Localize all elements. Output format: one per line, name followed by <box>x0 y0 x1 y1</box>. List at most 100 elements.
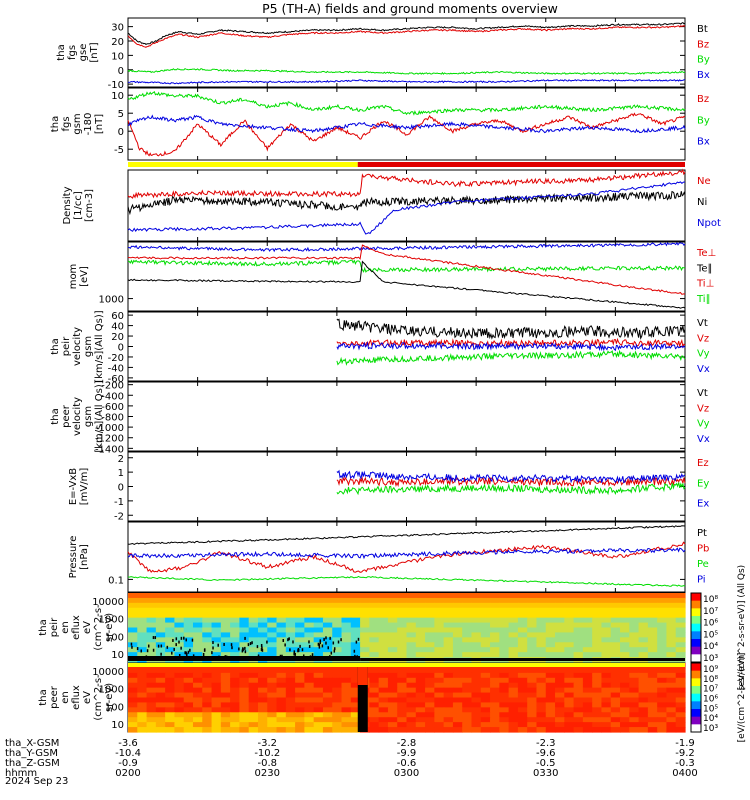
noise-speck <box>333 647 336 651</box>
heatmap-cell <box>564 612 575 619</box>
legend-Te⊥: Te⊥ <box>696 248 716 259</box>
heatmap-cell <box>425 637 435 643</box>
heatmap-cell <box>267 677 278 684</box>
heatmap-cell <box>666 722 677 728</box>
heatmap-cell <box>434 672 445 679</box>
heatmap-cell <box>527 697 538 704</box>
heatmap-cell <box>545 677 556 684</box>
heatmap-cell <box>536 647 547 653</box>
heatmap-cell <box>285 727 296 733</box>
heatmap-cell <box>629 612 640 619</box>
heatmap-cell <box>573 602 584 609</box>
heatmap-cell <box>165 647 176 653</box>
heatmap-cell <box>350 707 361 713</box>
heatmap-cell <box>341 727 352 733</box>
heatmap-cell <box>675 617 686 624</box>
heatmap-cell <box>257 672 268 679</box>
noise-speck <box>256 645 259 649</box>
heatmap-cell <box>248 597 259 604</box>
heatmap-cell <box>443 722 454 728</box>
heatmap-cell <box>508 692 519 699</box>
noise-speck <box>204 648 206 652</box>
heatmap-cell <box>647 593 658 599</box>
heatmap-cell <box>610 597 621 604</box>
heatmap-cell <box>545 607 556 614</box>
heatmap-cell <box>527 692 538 699</box>
heatmap-cell <box>137 727 148 733</box>
heatmap-cell <box>592 652 603 658</box>
heatmap-cell <box>257 677 268 684</box>
noise-speck <box>152 636 155 640</box>
heatmap-cell <box>601 632 612 638</box>
heatmap-cell <box>536 687 547 694</box>
heatmap-cell <box>183 642 194 648</box>
heatmap-cell <box>137 637 148 643</box>
heatmap-cell <box>443 642 454 648</box>
heatmap-cell <box>304 672 315 679</box>
noise-speck <box>231 646 233 650</box>
heatmap-cell <box>555 617 565 624</box>
heatmap-cell <box>211 637 222 643</box>
series-Vy <box>336 349 686 366</box>
heatmap-cell <box>192 607 203 614</box>
colorbar-swatch <box>691 593 701 602</box>
heatmap-cell <box>146 642 157 648</box>
heatmap-cell <box>517 727 528 733</box>
heatmap-cell <box>425 607 435 614</box>
xaxis-value: -1.9 <box>675 738 695 749</box>
heatmap-cell <box>629 652 640 658</box>
heatmap-cell <box>146 672 157 679</box>
heatmap-cell <box>582 647 593 653</box>
heatmap-cell <box>137 617 148 624</box>
heatmap-cell <box>638 692 649 699</box>
heatmap-cell <box>350 692 361 699</box>
heatmap-cell <box>601 637 612 643</box>
heatmap-cell <box>647 672 658 679</box>
heatmap-cell <box>369 672 380 679</box>
heatmap-cell <box>610 652 621 658</box>
heatmap-cell <box>601 597 612 604</box>
heatmap-cell <box>415 702 426 708</box>
heatmap-cell <box>341 702 352 708</box>
heatmap-cell <box>425 722 435 728</box>
heatmap-cell <box>174 602 185 609</box>
heatmap-cell <box>360 617 370 624</box>
heatmap-cell <box>666 597 677 604</box>
heatmap-cell <box>183 602 194 609</box>
heatmap-cell <box>155 722 166 728</box>
noise-speck <box>318 645 321 649</box>
heatmap-cell <box>545 593 556 599</box>
heatmap-cell <box>573 632 584 638</box>
heatmap-cell <box>564 702 575 708</box>
heatmap-cell <box>573 622 584 629</box>
heatmap-cell <box>211 727 222 733</box>
xaxis-value: -0.9 <box>118 758 138 769</box>
heatmap-cell <box>378 637 389 643</box>
heatmap-cell <box>341 647 352 653</box>
heatmap-cell <box>601 642 612 648</box>
heatmap-cell <box>378 593 389 599</box>
heatmap-cell <box>128 632 138 638</box>
heatmap-cell <box>174 712 185 718</box>
heatmap-cell <box>165 597 176 604</box>
heatmap-cell <box>146 692 157 699</box>
heatmap-cell <box>387 632 398 638</box>
heatmap-cell <box>239 627 250 634</box>
heatmap-cell <box>313 687 324 694</box>
heatmap-cell <box>276 607 287 614</box>
heatmap-cell <box>545 687 556 694</box>
heatmap-cell <box>564 607 575 614</box>
heatmap-cell <box>545 692 556 699</box>
heatmap-cell <box>564 617 575 624</box>
heatmap-cell <box>434 637 445 643</box>
heatmap-cell <box>146 602 157 609</box>
y-tick-label: 2 <box>118 454 124 465</box>
heatmap-cell <box>350 647 361 653</box>
heatmap-cell <box>638 602 649 609</box>
heatmap-cell <box>174 607 185 614</box>
heatmap-cell <box>165 692 176 699</box>
heatmap-cell <box>555 722 565 728</box>
heatmap-cell <box>387 622 398 629</box>
heatmap-cell <box>527 612 538 619</box>
